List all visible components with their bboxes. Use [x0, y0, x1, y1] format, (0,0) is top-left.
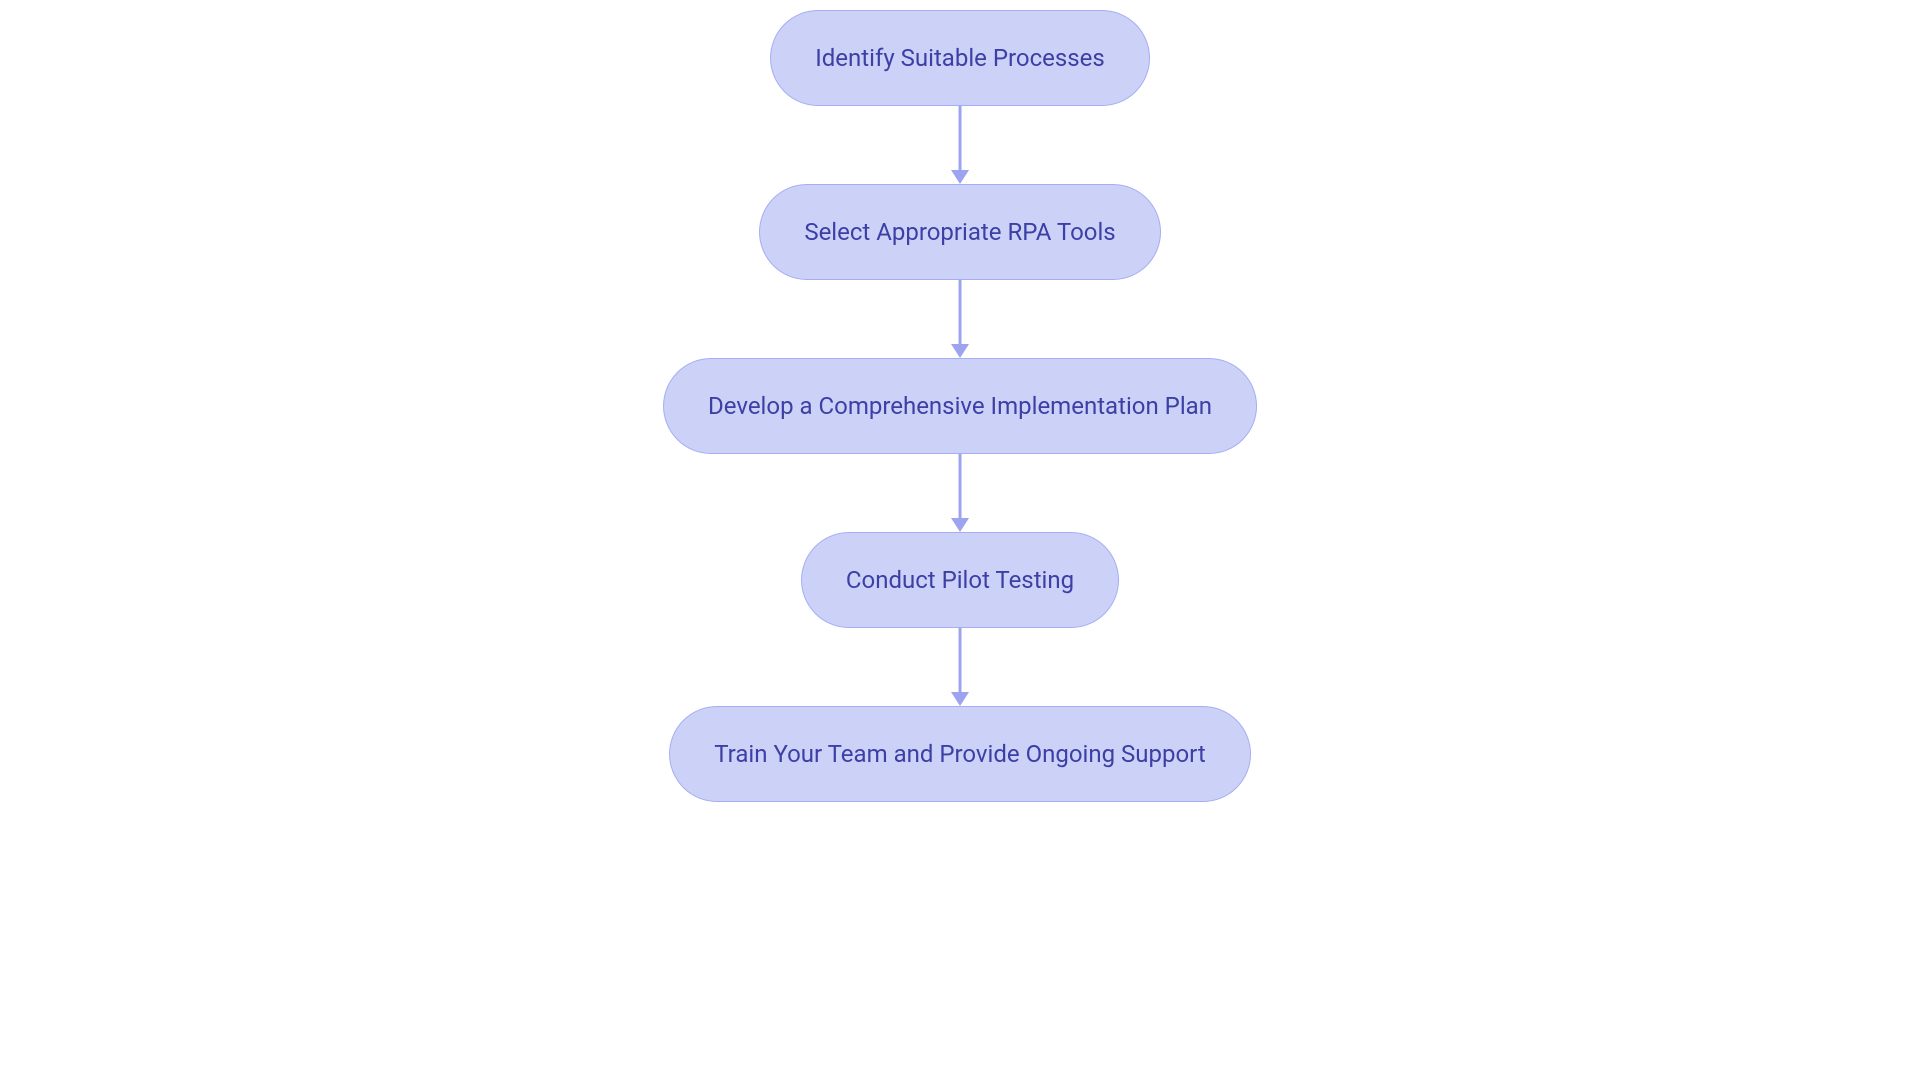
flowchart-arrow	[949, 454, 971, 532]
flowchart-node-label: Train Your Team and Provide Ongoing Supp…	[714, 740, 1206, 768]
flowchart-node: Identify Suitable Processes	[770, 10, 1150, 106]
flowchart-node-label: Select Appropriate RPA Tools	[804, 218, 1115, 246]
flowchart-node-label: Identify Suitable Processes	[815, 44, 1105, 72]
flowchart-arrow	[949, 106, 971, 184]
flowchart-node: Select Appropriate RPA Tools	[759, 184, 1160, 280]
flowchart-arrow	[949, 628, 971, 706]
flowchart-node: Develop a Comprehensive Implementation P…	[663, 358, 1257, 454]
flowchart-node-label: Develop a Comprehensive Implementation P…	[708, 392, 1212, 420]
flowchart-node: Train Your Team and Provide Ongoing Supp…	[669, 706, 1251, 802]
flowchart-container: Identify Suitable Processes Select Appro…	[663, 10, 1257, 802]
flowchart-node: Conduct Pilot Testing	[801, 532, 1119, 628]
flowchart-arrow	[949, 280, 971, 358]
flowchart-node-label: Conduct Pilot Testing	[846, 566, 1074, 594]
